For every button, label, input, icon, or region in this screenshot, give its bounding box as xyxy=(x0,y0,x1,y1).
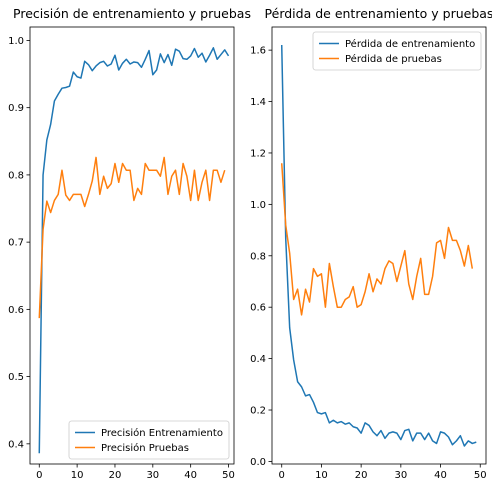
legend-box xyxy=(68,420,230,460)
y-tick-label: 1.6 xyxy=(250,46,266,57)
x-tick-label: 0 xyxy=(36,470,42,481)
series-line-1 xyxy=(38,47,230,454)
x-tick-label: 40 xyxy=(184,470,197,481)
chart-title: Pérdida de entrenamiento y pruebas xyxy=(265,6,492,21)
legend: Precisión Entrenamiento Precisión Pruebas xyxy=(68,420,230,460)
axes-frame xyxy=(271,26,487,465)
chart-2: Pérdida de entrenamiento y pruebas 0 10 20 3… xyxy=(250,6,492,481)
y-tick-label: 0.4 xyxy=(8,439,24,450)
legend: Pérdida de entrenamiento Pérdida de prueb… xyxy=(312,31,482,71)
chart-title: Precisión de entrenamiento y pruebas xyxy=(13,6,251,21)
x-tick-label: 20 xyxy=(109,470,122,481)
y-tick-label: 0.6 xyxy=(250,303,266,314)
x-tick-label: 20 xyxy=(355,470,368,481)
x-tick-label: 0 xyxy=(279,470,285,481)
y-tick-label: 1.0 xyxy=(8,36,24,47)
y-tick-label: 0.9 xyxy=(8,103,24,114)
x-tick-label: 50 xyxy=(474,470,487,481)
legend-box xyxy=(312,31,482,71)
y-tick-label: 1.2 xyxy=(250,148,266,159)
legend-label-1: Precisión Entrenamiento xyxy=(101,427,223,439)
legend-label-2: Precisión Pruebas xyxy=(101,442,189,454)
x-tick-label: 40 xyxy=(434,470,447,481)
y-tick-label: 0.8 xyxy=(250,251,266,262)
series-line-2 xyxy=(280,163,474,316)
y-tick-label: 0.2 xyxy=(250,406,266,417)
series-line-2 xyxy=(38,156,226,319)
axes-frame xyxy=(29,26,235,465)
x-tick-label: 30 xyxy=(146,470,159,481)
y-tick-label: 0.0 xyxy=(250,457,266,468)
y-tick-label: 0.7 xyxy=(8,238,24,249)
y-tick-label: 0.5 xyxy=(8,372,24,383)
chart-1: Precisión de entrenamiento y pruebas 0 10 2… xyxy=(8,6,251,481)
y-tick-label: 1.4 xyxy=(250,97,266,108)
y-tick-label: 0.6 xyxy=(8,305,24,316)
legend-label-1: Pérdida de entrenamiento xyxy=(345,38,475,50)
series-line-1 xyxy=(280,44,477,447)
legend-label-2: Pérdida de pruebas xyxy=(345,53,442,65)
plot-area xyxy=(38,47,230,454)
y-tick-label: 0.4 xyxy=(250,354,266,365)
y-tick-label: 1.0 xyxy=(250,200,266,211)
x-tick-label: 10 xyxy=(71,470,84,481)
x-tick-label: 10 xyxy=(315,470,328,481)
plot-area xyxy=(280,44,477,447)
x-tick-label: 30 xyxy=(394,470,407,481)
y-tick-label: 0.8 xyxy=(8,170,24,181)
x-tick-label: 50 xyxy=(222,470,235,481)
